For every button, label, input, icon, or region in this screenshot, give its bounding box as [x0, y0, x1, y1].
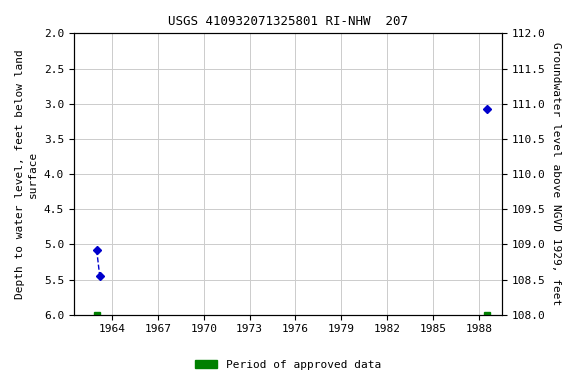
Y-axis label: Depth to water level, feet below land
surface: Depth to water level, feet below land su…: [15, 49, 38, 299]
Title: USGS 410932071325801 RI-NHW  207: USGS 410932071325801 RI-NHW 207: [168, 15, 408, 28]
Legend: Period of approved data: Period of approved data: [191, 356, 385, 375]
Y-axis label: Groundwater level above NGVD 1929, feet: Groundwater level above NGVD 1929, feet: [551, 42, 561, 306]
